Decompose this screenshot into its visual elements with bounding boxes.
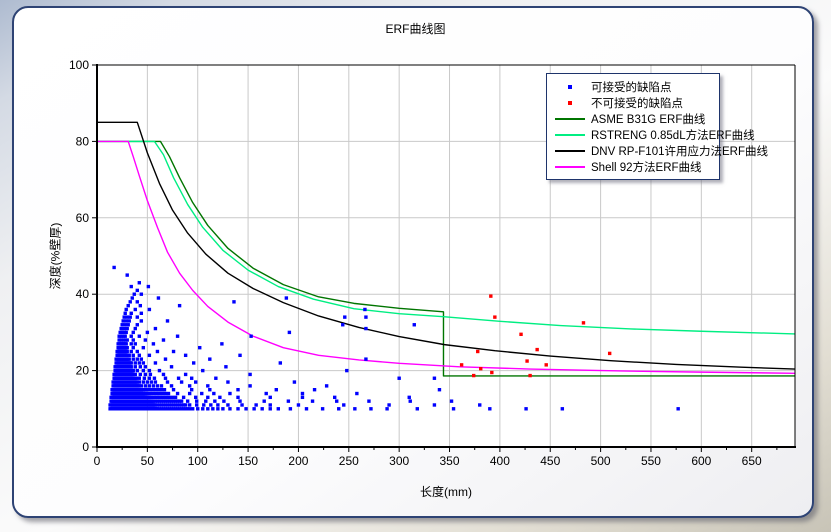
x-tick-label: 550 <box>641 454 661 468</box>
acceptable-point-marker-icon <box>555 85 585 89</box>
y-tick-label: 0 <box>82 440 89 454</box>
y-tick-label: 20 <box>76 364 90 378</box>
gridlines <box>97 65 795 447</box>
unacceptable-point-marker-icon <box>555 101 585 105</box>
legend-item-acceptable-points: 可接受的缺陷点 <box>547 79 719 95</box>
rstreng-line-icon <box>555 134 585 136</box>
asme-b31g-line-icon <box>555 118 585 120</box>
x-tick-label: 300 <box>389 454 409 468</box>
x-axis-label: 长度(mm) <box>420 485 472 499</box>
curve-RSTRENG 0.85dL方法ERF曲线 <box>97 140 796 335</box>
curve-ASME B31G ERF曲线 <box>97 140 795 377</box>
x-tick-label: 500 <box>591 454 611 468</box>
x-tick-label: 100 <box>188 454 208 468</box>
curve-DNV RP-F101许用应力法ERF曲线 <box>97 121 796 370</box>
plot-border <box>96 64 796 448</box>
y-tick-label: 80 <box>76 134 90 148</box>
legend-item-rstreng-curve: RSTRENG 0.85dL方法ERF曲线 <box>547 127 755 143</box>
dnv-line-icon <box>555 150 585 152</box>
x-tick-label: 350 <box>440 454 460 468</box>
chart-title: ERF曲线图 <box>385 22 446 36</box>
legend-item-dnv-curve: DNV RP-F101许用应力法ERF曲线 <box>547 143 768 159</box>
shell92-line-icon <box>555 166 585 168</box>
points-可接受的缺陷点 <box>108 265 680 411</box>
legend-item-label: 可接受的缺陷点 <box>591 82 672 94</box>
x-tick-label: 650 <box>742 454 762 468</box>
x-tick-label: 0 <box>94 454 101 468</box>
legend-item-label: DNV RP-F101许用应力法ERF曲线 <box>591 146 768 158</box>
legend-item-shell92-curve: Shell 92方法ERF曲线 <box>547 159 719 175</box>
x-tick-label: 250 <box>339 454 359 468</box>
tick-labels: 0 50 100 150 200 250 300 350 400 450 500 550 600 650 0… <box>69 58 762 468</box>
legend-item-label: ASME B31G ERF曲线 <box>591 114 706 126</box>
x-tick-label: 200 <box>288 454 308 468</box>
curve-Shell 92方法ERF曲线 <box>97 140 796 374</box>
x-tick-label: 50 <box>141 454 155 468</box>
legend-item-label: Shell 92方法ERF曲线 <box>591 162 702 174</box>
legend-item-label: RSTRENG 0.85dL方法ERF曲线 <box>591 130 755 142</box>
y-tick-label: 60 <box>76 211 90 225</box>
legend-item-label: 不可接受的缺陷点 <box>591 98 683 110</box>
x-tick-label: 450 <box>540 454 560 468</box>
legend-item-asme-b31g-curve: ASME B31G ERF曲线 <box>547 111 719 127</box>
legend: 可接受的缺陷点 不可接受的缺陷点 ASME B31G ERF曲线 RSTRENG… <box>546 73 768 180</box>
x-tick-label: 400 <box>490 454 510 468</box>
y-tick-label: 40 <box>76 287 90 301</box>
x-tick-label: 600 <box>691 454 711 468</box>
x-tick-label: 150 <box>238 454 258 468</box>
y-tick-label: 100 <box>69 58 89 72</box>
axis-ticks <box>92 64 778 452</box>
points-不可接受的缺陷点 <box>459 294 612 378</box>
legend-item-unacceptable-points: 不可接受的缺陷点 <box>547 95 719 111</box>
